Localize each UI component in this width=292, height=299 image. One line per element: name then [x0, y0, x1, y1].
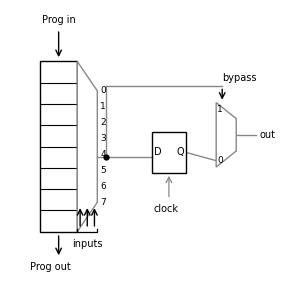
Text: Prog out: Prog out [30, 263, 70, 272]
Text: Prog in: Prog in [42, 15, 76, 25]
Text: Q: Q [177, 147, 184, 158]
Text: 6: 6 [100, 182, 106, 191]
Polygon shape [77, 62, 97, 232]
Text: 7: 7 [100, 198, 106, 207]
Bar [40, 62, 77, 232]
Text: 0: 0 [217, 156, 223, 165]
Text: 2: 2 [100, 118, 106, 127]
Text: 4: 4 [100, 150, 106, 159]
Text: 5: 5 [100, 166, 106, 175]
Polygon shape [216, 103, 236, 167]
Text: D: D [154, 147, 161, 158]
Text: bypass: bypass [222, 74, 257, 83]
Text: 0: 0 [100, 86, 106, 95]
Text: out: out [259, 130, 275, 140]
Text: inputs: inputs [72, 239, 102, 249]
Bar [152, 132, 186, 173]
Text: 1: 1 [217, 105, 223, 114]
Text: 3: 3 [100, 134, 106, 143]
Text: clock: clock [154, 204, 178, 214]
Text: 1: 1 [100, 102, 106, 111]
